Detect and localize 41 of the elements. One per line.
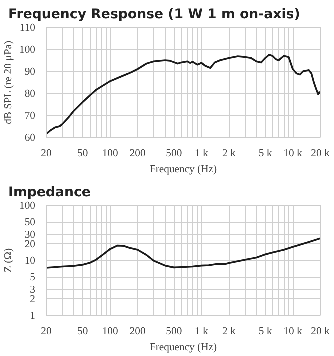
x-tick-label: 500 <box>166 326 182 338</box>
x-tick-label: 5 k <box>258 326 273 338</box>
y-tick-label: 20 <box>24 239 36 250</box>
y-tick-label: 30 <box>24 230 36 241</box>
x-tick-label: 10 k <box>284 148 303 160</box>
x-tick-label: 200 <box>130 148 146 160</box>
chart-title: Frequency Response (1 W 1 m on-axis) <box>8 8 300 22</box>
x-tick-label: 200 <box>130 326 146 338</box>
x-tick-label: 50 <box>78 148 88 160</box>
x-tick-label: 1 k <box>195 148 210 160</box>
x-tick-label: 100 <box>102 326 118 338</box>
x-tick-label: 20 k <box>311 326 330 338</box>
y-tick-label: 100 <box>20 45 36 56</box>
y-tick-label: 2 <box>30 294 36 306</box>
y-tick-label: 10 <box>24 256 36 267</box>
x-tick-label: 5 k <box>258 148 273 160</box>
y-tick-label: 100 <box>20 201 36 212</box>
y-axis-title: dB SPL (re 20 μPa) <box>4 40 15 124</box>
y-tick-label: 80 <box>24 89 36 100</box>
x-tick-label: 20 k <box>311 148 330 160</box>
x-axis-title: Frequency (Hz) <box>150 164 218 176</box>
x-tick-label: 2 k <box>222 326 236 338</box>
x-tick-label: 500 <box>166 148 182 160</box>
chart-title: Impedance <box>8 186 91 200</box>
y-tick-label: 70 <box>24 111 36 122</box>
y-tick-label: 3 <box>30 284 36 296</box>
y-axis-title: Z (Ω) <box>4 248 15 273</box>
x-tick-label: 2 k <box>222 148 236 160</box>
y-tick-label: 60 <box>24 133 36 144</box>
x-tick-label: 1 k <box>195 326 210 338</box>
x-tick-label: 20 <box>41 326 52 338</box>
y-tick-label: 50 <box>24 218 36 229</box>
y-tick-label: 1 <box>30 311 36 322</box>
y-tick-label: 90 <box>24 67 36 78</box>
x-tick-label: 50 <box>78 326 88 338</box>
x-tick-label: 20 <box>41 148 52 160</box>
x-tick-label: 10 k <box>284 326 303 338</box>
x-tick-label: 100 <box>102 148 118 160</box>
x-axis-title: Frequency (Hz) <box>150 342 218 354</box>
y-tick-label: 5 <box>30 272 36 284</box>
y-tick-label: 110 <box>20 23 36 34</box>
